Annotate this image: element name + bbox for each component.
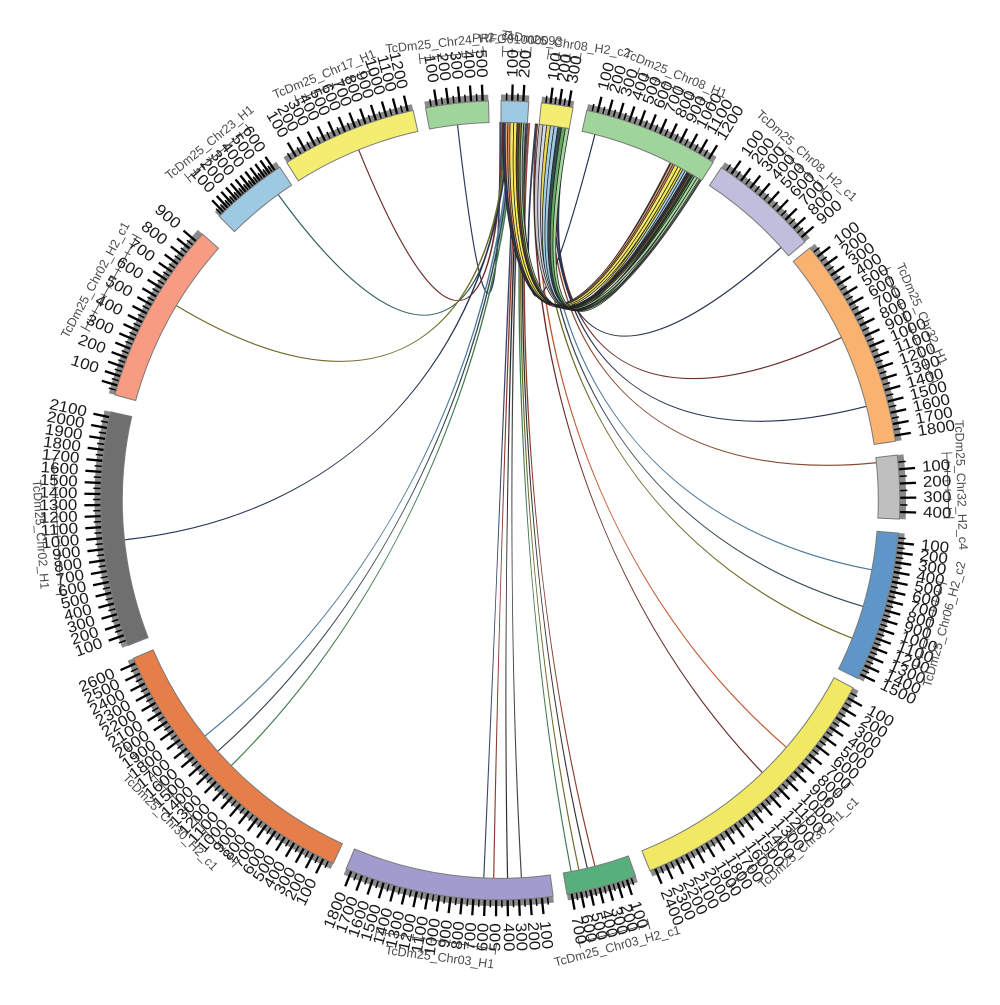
svg-text:200: 200: [516, 49, 535, 79]
svg-text:400: 400: [923, 504, 952, 522]
svg-text:500: 500: [472, 49, 490, 78]
